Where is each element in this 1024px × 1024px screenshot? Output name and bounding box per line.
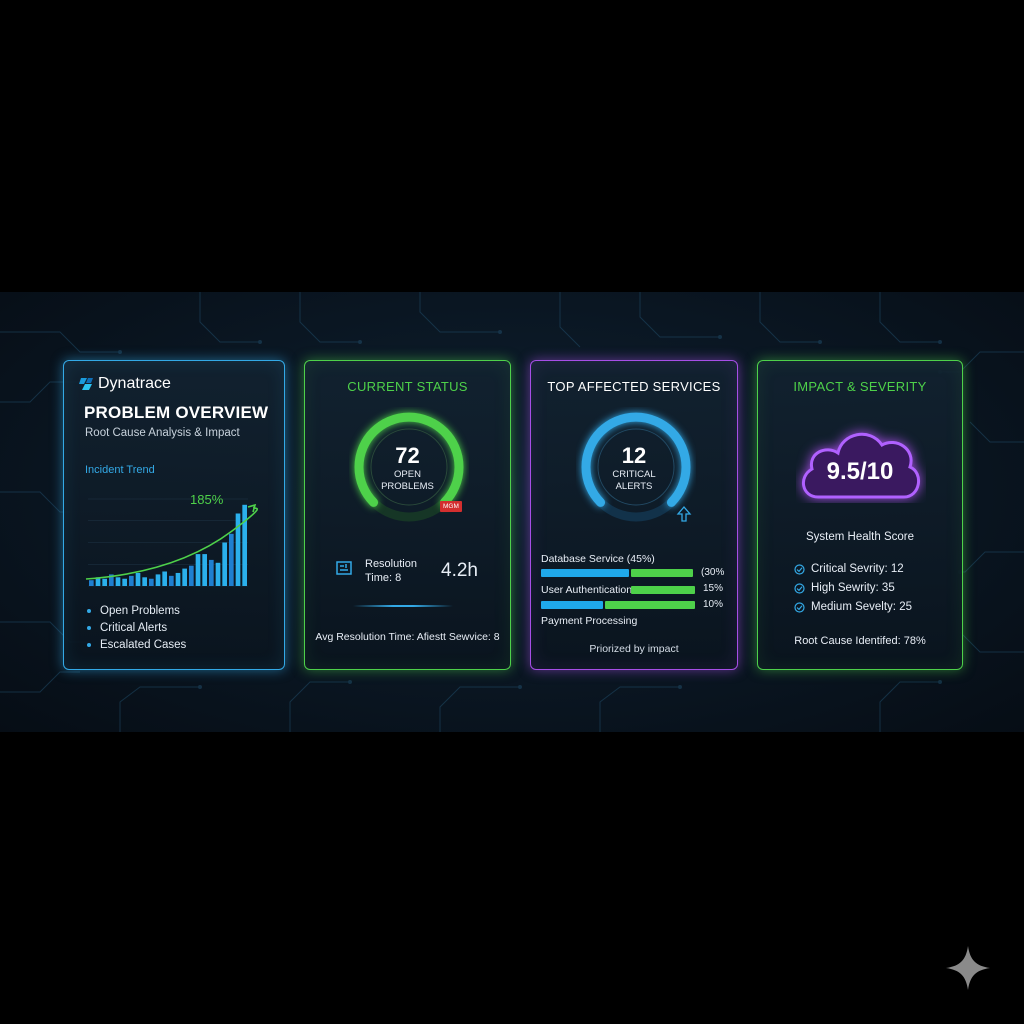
severity-item-high: High Sewrity: 35 xyxy=(794,582,895,594)
legend-item-critical-alerts: Critical Alerts xyxy=(87,622,267,634)
panel-title: TOP AFFECTED SERVICES xyxy=(547,379,721,394)
trend-bar xyxy=(115,577,121,586)
incident-trend-chart xyxy=(85,498,258,587)
check-icon xyxy=(794,563,805,575)
service-pct: (30% xyxy=(701,567,725,578)
service-bar-green xyxy=(631,586,695,594)
bullet-icon xyxy=(87,625,91,630)
severity-item-critical: Critical Sevrity: 12 xyxy=(794,563,904,575)
panel-footer: Priorized by impact xyxy=(589,643,679,655)
resolution-label-line: Resolution xyxy=(365,558,417,570)
gauge-caption-line: OPEN xyxy=(394,469,421,480)
gauge-value: 72 xyxy=(395,443,420,468)
critical-alerts-gauge xyxy=(581,412,691,522)
trend-bar xyxy=(242,504,247,586)
sparkle-icon xyxy=(946,946,990,990)
panel-title: CURRENT STATUS xyxy=(347,379,468,394)
severity-item-medium: Medium Sevelty: 25 xyxy=(794,601,912,613)
gauge-caption: CRITICAL ALERTS xyxy=(531,469,737,493)
severity-label: Medium Sevelty: 25 xyxy=(811,601,912,613)
legend-item-open-problems: Open Problems xyxy=(87,605,267,617)
brand: Dynatrace xyxy=(79,375,171,393)
gauge-caption-line: PROBLEMS xyxy=(381,481,434,492)
resolution-value: 4.2h xyxy=(441,560,478,581)
current-status-panel: CURRENT STATUS 72 OPEN PROBLEMS MGM Reso… xyxy=(304,360,511,670)
divider xyxy=(353,605,453,607)
resolution-label-line: Time: 8 xyxy=(365,572,402,584)
resolution-label: Resolution Time: 8 xyxy=(365,557,417,585)
service-pct: 15% xyxy=(703,583,724,594)
gauge-value: 12 xyxy=(621,443,647,468)
dynatrace-logo-icon xyxy=(79,378,93,390)
trend-bar xyxy=(169,575,174,586)
trend-bar xyxy=(229,533,234,586)
panel-title: IMPACT & SEVERITY xyxy=(793,379,927,394)
trend-bar xyxy=(222,542,227,586)
page-subtitle: Root Cause Analysis & Impact xyxy=(85,427,240,439)
trend-bar xyxy=(189,565,194,586)
trend-bar xyxy=(215,562,221,586)
check-icon xyxy=(794,601,805,613)
trend-bar xyxy=(135,572,141,586)
page-title: PROBLEM OVERVIEW xyxy=(84,403,269,422)
trend-bar xyxy=(149,578,154,586)
bullet-icon xyxy=(87,608,91,613)
trend-bar xyxy=(122,578,127,586)
service-label: Payment Processing xyxy=(541,615,638,627)
incident-trend-label: Incident Trend xyxy=(85,464,155,476)
service-label: Database Service (45%) xyxy=(541,553,655,565)
health-score-label: System Health Score xyxy=(805,531,914,543)
service-pct: 10% xyxy=(703,599,724,610)
trend-bar xyxy=(95,577,101,586)
trend-bar xyxy=(209,559,214,586)
resolution-icon xyxy=(336,561,352,575)
trend-bar xyxy=(155,574,161,586)
trend-bar xyxy=(235,513,241,586)
cloud-icon xyxy=(802,432,920,499)
legend-item-escalated-cases: Escalated Cases xyxy=(87,639,267,651)
legend-label: Escalated Cases xyxy=(100,639,187,651)
service-bar-blue xyxy=(541,601,603,609)
open-problems-gauge xyxy=(354,412,464,522)
legend-label: Critical Alerts xyxy=(100,622,168,634)
service-bar-blue xyxy=(541,569,629,577)
trend-bar xyxy=(162,571,167,586)
status-badge: MGM xyxy=(440,501,462,512)
trend-bar xyxy=(195,554,201,586)
service-label: User Authentication xyxy=(541,584,633,596)
bullet-icon xyxy=(87,642,91,647)
trend-bar xyxy=(129,575,134,586)
trend-bar xyxy=(182,568,187,586)
gauge-caption-line: ALERTS xyxy=(615,481,653,492)
arrow-up-icon xyxy=(676,506,692,522)
trend-bar xyxy=(102,578,107,586)
trend-bar xyxy=(175,572,181,586)
problem-overview-panel: Dynatrace PROBLEM OVERVIEW Root Cause An… xyxy=(63,360,285,670)
dashboard-band: Dynatrace PROBLEM OVERVIEW Root Cause An… xyxy=(0,292,1024,732)
panel-footer: Avg Resolution Time: Afiestt Sewvice: 8 xyxy=(315,631,500,643)
severity-label: Critical Sevrity: 12 xyxy=(811,563,904,575)
panel-footer: Root Cause Identifed: 78% xyxy=(794,635,926,647)
brand-name: Dynatrace xyxy=(98,375,171,392)
severity-label: High Sewrity: 35 xyxy=(811,582,895,594)
trend-line xyxy=(85,506,258,580)
trend-bar xyxy=(109,574,114,586)
health-score-value: 9.5/10 xyxy=(826,458,894,485)
gauge-caption-line: CRITICAL xyxy=(612,469,656,480)
trend-percent: 185% xyxy=(190,492,224,507)
trend-bar xyxy=(142,577,147,586)
legend-label: Open Problems xyxy=(100,605,180,617)
gauge-caption: OPEN PROBLEMS xyxy=(305,469,510,493)
trend-bar xyxy=(202,554,207,586)
service-bar-green xyxy=(605,601,695,609)
impact-severity-panel: IMPACT & SEVERITY 9.5/10 System Health S… xyxy=(757,360,963,670)
top-affected-services-panel: TOP AFFECTED SERVICES 12 CRITICAL ALERTS… xyxy=(530,360,738,670)
trend-bar xyxy=(89,580,94,586)
trend-arrow-icon xyxy=(247,503,257,513)
service-bar-green xyxy=(631,569,693,577)
check-icon xyxy=(794,582,805,594)
